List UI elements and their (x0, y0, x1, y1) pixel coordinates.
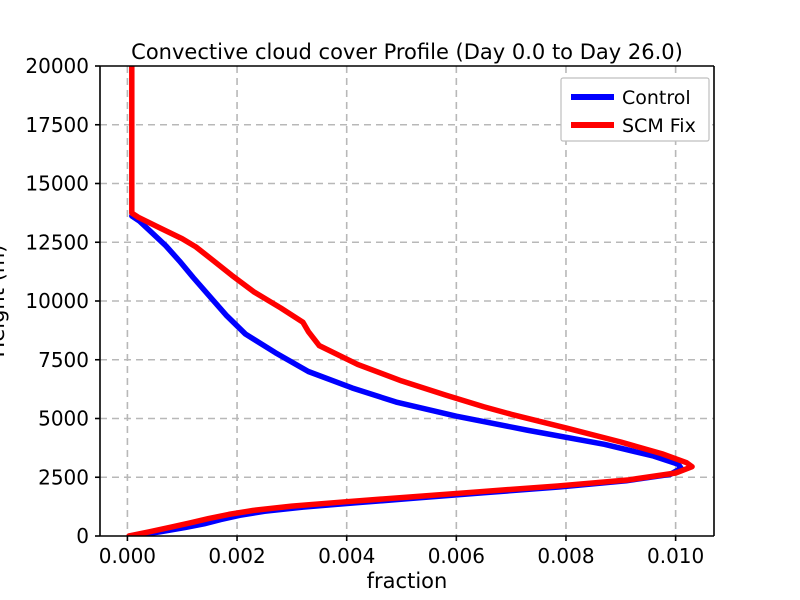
x-tick-labels: 0.000 0.002 0.004 0.006 0.008 0.010 (99, 544, 704, 568)
x-tickmarks (126, 536, 677, 541)
y-tick-label: 0 (76, 524, 89, 548)
legend-label-scm-fix: SCM Fix (622, 115, 696, 137)
axis-spines (99, 65, 715, 537)
x-tick-label: 0.006 (428, 544, 485, 568)
data-series-layer (126, 66, 695, 536)
y-tick-label: 5000 (38, 407, 89, 431)
x-tick-label: 0.010 (647, 544, 704, 568)
legend-label-control: Control (622, 87, 691, 109)
x-tick-label: 0.002 (208, 544, 265, 568)
x-tick-label: 0.004 (318, 544, 375, 568)
y-tick-label: 12500 (25, 230, 89, 254)
y-tick-label: 7500 (38, 348, 89, 372)
series-line-scm-fix (126, 66, 695, 536)
y-tickmarks (95, 65, 100, 537)
x-tick-label: 0.000 (99, 544, 156, 568)
y-tick-label: 20000 (25, 54, 89, 78)
y-tick-labels: 0 2500 5000 7500 10000 12500 15000 17500 20000 (25, 54, 89, 548)
legend[interactable]: Control SCM Fix (560, 77, 710, 142)
y-tick-label: 15000 (25, 172, 89, 196)
y-gridlines (100, 123, 714, 479)
y-tick-label: 2500 (38, 465, 89, 489)
x-axis-label: fraction (367, 569, 448, 593)
x-tick-label: 0.008 (537, 544, 594, 568)
chart-title: Convective cloud cover Profile (Day 0.0 … (131, 40, 683, 64)
y-tick-label: 10000 (25, 289, 89, 313)
y-axis-label: Height (m) (0, 245, 9, 358)
y-tick-label: 17500 (25, 113, 89, 137)
